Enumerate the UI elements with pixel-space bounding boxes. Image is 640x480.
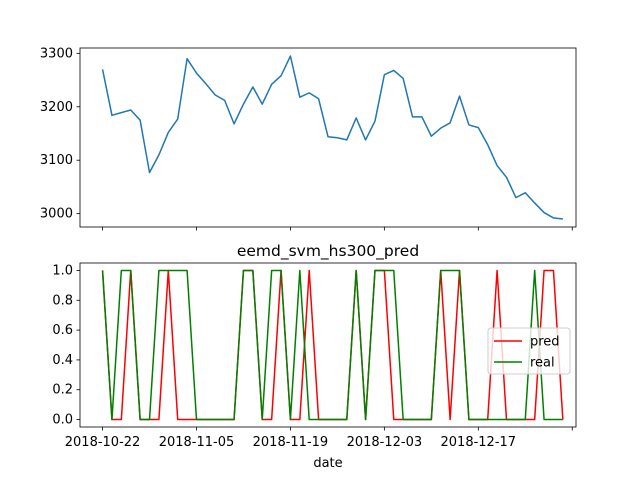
y-tick-label: 3100 bbox=[40, 153, 73, 168]
y-tick-label: 0.8 bbox=[52, 293, 73, 308]
series-line-series-0 bbox=[101, 55, 563, 220]
x-tick-label: 2018-12-03 bbox=[347, 435, 423, 450]
y-tick-label: 3000 bbox=[40, 207, 73, 222]
y-tick-label: 1.0 bbox=[52, 263, 73, 278]
axes-frame bbox=[79, 262, 577, 428]
y-tick-label: 0.0 bbox=[52, 413, 73, 428]
prediction-axes: 0.0 0.2 0.4 0.6 0.8 1.0 2018-10-22 2018-11-05 20… bbox=[52, 242, 577, 471]
chart-title: eemd_svm_hs300_pred bbox=[237, 242, 419, 261]
axes-frame bbox=[79, 47, 577, 228]
legend-label-pred: pred bbox=[530, 335, 560, 350]
price-axes: 3000 3100 3200 3300 bbox=[40, 46, 577, 231]
legend-label-real: real bbox=[530, 356, 555, 371]
x-tick-label: 2018-11-19 bbox=[253, 435, 329, 450]
x-tick-label: 2018-11-05 bbox=[159, 435, 235, 450]
y-tick-label: 0.4 bbox=[52, 353, 73, 368]
y-tick-label: 3200 bbox=[40, 100, 73, 115]
x-tick-label: 2018-10-22 bbox=[65, 435, 141, 450]
y-tick-label: 0.6 bbox=[52, 323, 73, 338]
y-tick-label: 3300 bbox=[40, 46, 73, 61]
x-tick-label: 2018-12-17 bbox=[441, 435, 517, 450]
y-tick-label: 0.2 bbox=[52, 383, 73, 398]
series-line-real bbox=[101, 269, 563, 421]
x-axis-label: date bbox=[313, 456, 342, 471]
legend: pred real bbox=[487, 327, 571, 375]
